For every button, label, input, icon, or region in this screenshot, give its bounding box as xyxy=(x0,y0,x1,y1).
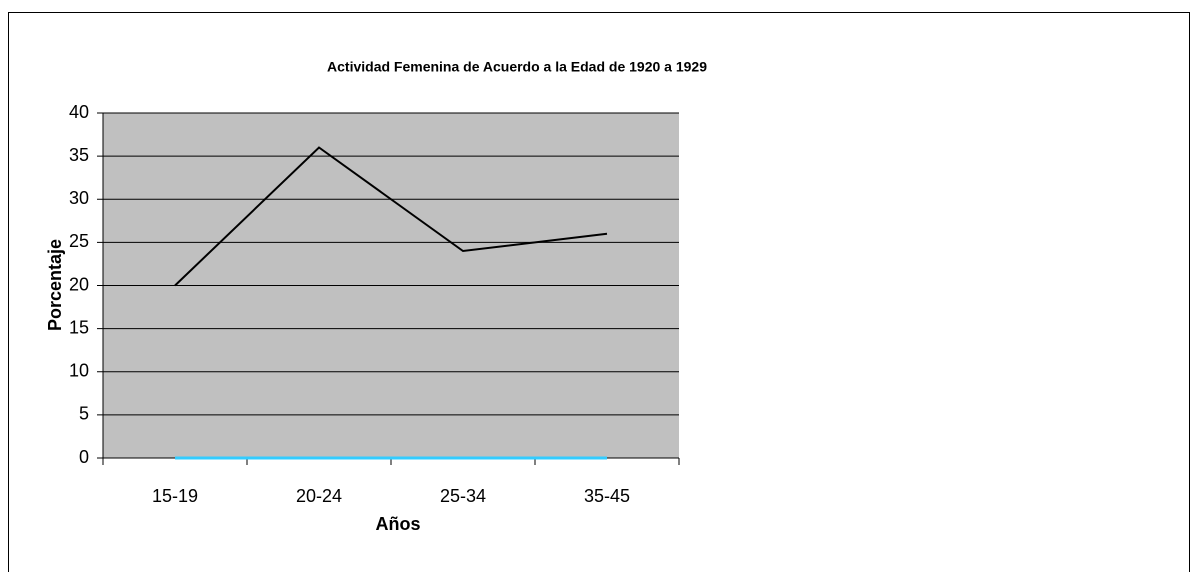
y-tick-label: 0 xyxy=(79,447,89,467)
x-tick-label: 35-45 xyxy=(584,486,630,506)
y-tick-label: 20 xyxy=(69,274,89,294)
y-tick-label: 15 xyxy=(69,317,89,337)
chart-title: Actividad Femenina de Acuerdo a la Edad … xyxy=(327,59,707,75)
y-tick-label: 35 xyxy=(69,145,89,165)
x-axis-label: Años xyxy=(376,514,421,534)
y-tick-label: 30 xyxy=(69,188,89,208)
line-series xyxy=(174,146,608,287)
y-tick-label: 10 xyxy=(69,361,89,381)
x-tick-label: 15-19 xyxy=(152,486,198,506)
x-tick-label: 20-24 xyxy=(296,486,342,506)
y-tick-label: 40 xyxy=(69,102,89,122)
y-tick-label: 5 xyxy=(79,404,89,424)
frame xyxy=(8,12,1190,572)
y-axis-label: Porcentaje xyxy=(45,239,65,331)
x-tick-label: 25-34 xyxy=(440,486,486,506)
y-tick-label: 25 xyxy=(69,231,89,251)
